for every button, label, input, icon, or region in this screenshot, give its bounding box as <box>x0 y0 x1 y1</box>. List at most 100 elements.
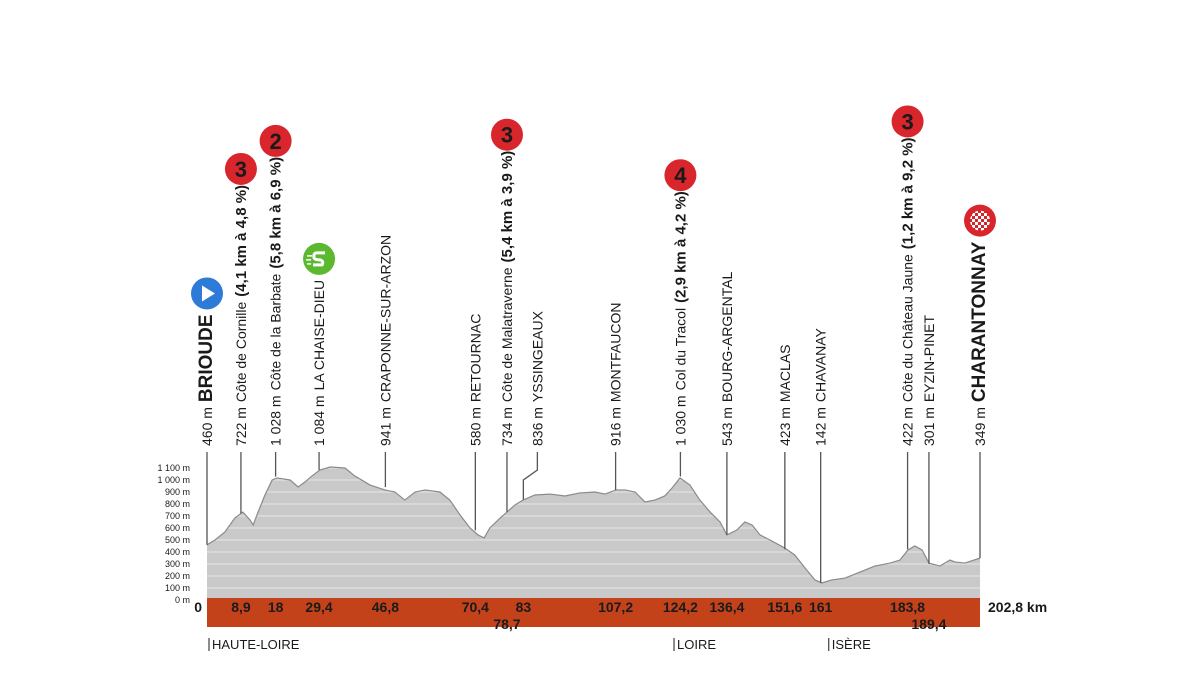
climb-category: 3 <box>235 157 247 182</box>
x-tick-label: 202,8 km <box>988 599 1047 615</box>
y-tick-label: 900 m <box>165 487 190 497</box>
climb-category-icon <box>664 159 697 192</box>
poi-elevation: 301 m <box>921 407 937 446</box>
profile-line <box>206 466 981 584</box>
poi-label: 423 m MACLAS <box>777 345 793 447</box>
poi-label: 543 m BOURG-ARGENTAL <box>719 271 735 446</box>
finish-flag <box>970 210 990 231</box>
climb-category-icon <box>490 118 523 151</box>
climb-category: 4 <box>674 163 687 188</box>
profile-fill <box>207 467 980 600</box>
start-arrow <box>202 285 215 302</box>
climb-category: 3 <box>901 109 913 134</box>
poi-label: 1 084 m LA CHAISE-DIEU <box>311 280 327 446</box>
y-tick-label: 500 m <box>165 535 190 545</box>
x-tick-label: 70,4 <box>462 599 489 615</box>
x-tick-label: 189,4 <box>911 616 946 632</box>
poi-label: 349 m CHARANTONNAY <box>969 241 990 446</box>
poi-name: Col du Tracol <box>672 308 688 390</box>
poi-name: CHAVANAY <box>813 328 829 403</box>
y-tick-label: 0 m <box>175 595 190 605</box>
climb-info: (2,9 km à 4,2 %) <box>672 191 689 303</box>
poi-name: MACLAS <box>777 345 793 403</box>
sprint-lines <box>306 255 313 265</box>
poi-label: 460 m BRIOUDE <box>196 314 217 446</box>
climb-category-icon <box>259 124 292 157</box>
poi-label: 580 m RETOURNAC <box>467 314 483 446</box>
poi-label: 142 m CHAVANAY <box>813 328 829 446</box>
poi-elevation: 916 m <box>608 407 624 446</box>
poi-label: 734 m Côte de Malatraverne (5,4 km à 3,9 %… <box>499 151 516 446</box>
poi-elevation: 941 m <box>377 407 393 446</box>
y-tick-label: 300 m <box>165 559 190 569</box>
x-tick-label: 29,4 <box>305 599 332 615</box>
poi-name: MONTFAUCON <box>608 303 624 403</box>
x-tick-label: 78,7 <box>493 616 520 632</box>
x-tick-label: 151,6 <box>767 599 802 615</box>
poi-name: CRAPONNE-SUR-ARZON <box>377 235 393 402</box>
y-tick-label: 600 m <box>165 523 190 533</box>
poi-elevation: 1 030 m <box>672 395 688 446</box>
poi-name: Côte de Cornille <box>233 301 249 402</box>
x-tick-label: 183,8 <box>890 599 925 615</box>
poi-elevation: 422 m <box>900 407 916 446</box>
x-tick-label: 46,8 <box>372 599 399 615</box>
climb-info: (5,4 km à 3,9 %) <box>499 151 516 263</box>
y-tick-label: 1 000 m <box>157 475 190 485</box>
y-tick-label: 700 m <box>165 511 190 521</box>
poi-line <box>522 452 539 500</box>
climb-category-icon <box>224 152 257 185</box>
poi-name: LA CHAISE-DIEU <box>311 280 327 390</box>
x-tick-label: 8,9 <box>231 599 251 615</box>
poi-elevation: 142 m <box>813 407 829 446</box>
poi-label: 1 028 m Côte de la Barbate (5,8 km à 6,9 %… <box>268 157 285 446</box>
poi-elevation: 1 028 m <box>268 395 284 446</box>
poi-name: BRIOUDE <box>196 314 217 402</box>
poi-label: 722 m Côte de Cornille (4,1 km à 4,8 %) <box>233 185 250 446</box>
poi-label: 836 m YSSINGEAUX <box>529 310 545 446</box>
poi-elevation: 580 m <box>467 407 483 446</box>
x-tick-label: 0 <box>194 599 202 615</box>
poi-elevation: 349 m <box>972 407 988 446</box>
region-label: HAUTE-LOIRE <box>212 637 300 652</box>
poi-name: BOURG-ARGENTAL <box>719 271 735 402</box>
poi-elevation: 543 m <box>719 407 735 446</box>
climb-info: (4,1 km à 4,8 %) <box>233 185 250 297</box>
x-tick-label: 124,2 <box>663 599 698 615</box>
sprint-symbol <box>312 251 326 267</box>
y-tick-label: 100 m <box>165 583 190 593</box>
poi-elevation: 722 m <box>233 407 249 446</box>
x-tick-label: 107,2 <box>598 599 633 615</box>
poi-name: CHARANTONNAY <box>969 241 990 402</box>
poi-name: EYZIN-PINET <box>921 315 937 403</box>
poi-name: RETOURNAC <box>467 314 483 402</box>
poi-name: Côte de Malatraverne <box>499 267 515 402</box>
poi-label: 1 030 m Col du Tracol (2,9 km à 4,2 %) <box>672 191 689 446</box>
x-tick-label: 161 <box>809 599 833 615</box>
climb-category-icon <box>891 105 924 138</box>
climb-info: (1,2 km à 9,2 %) <box>900 137 917 249</box>
poi-elevation: 423 m <box>777 407 793 446</box>
climb-category: 2 <box>269 129 281 154</box>
climb-info: (5,8 km à 6,9 %) <box>268 157 285 269</box>
poi-elevation: 1 084 m <box>311 395 327 446</box>
y-tick-label: 1 100 m <box>157 463 190 473</box>
x-tick-label: 83 <box>516 599 532 615</box>
region-label: ISÈRE <box>832 637 871 652</box>
poi-label: 301 m EYZIN-PINET <box>921 315 937 446</box>
poi-name: YSSINGEAUX <box>529 310 545 402</box>
poi-elevation: 836 m <box>529 407 545 446</box>
region-label: LOIRE <box>677 637 716 652</box>
poi-elevation: 460 m <box>199 407 215 446</box>
poi-label: 916 m MONTFAUCON <box>608 303 624 446</box>
x-tick-label: 136,4 <box>709 599 744 615</box>
x-tick-label: 18 <box>268 599 284 615</box>
y-tick-label: 400 m <box>165 547 190 557</box>
poi-elevation: 734 m <box>499 407 515 446</box>
poi-name: Côte de la Barbate <box>268 273 284 390</box>
climb-category: 3 <box>501 123 513 148</box>
y-tick-label: 200 m <box>165 571 190 581</box>
distance-bar <box>207 598 980 627</box>
y-tick-label: 800 m <box>165 499 190 509</box>
